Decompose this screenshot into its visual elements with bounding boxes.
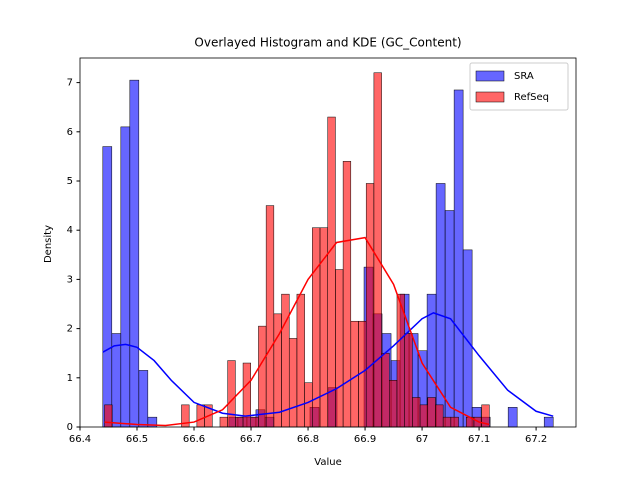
histogram-bar xyxy=(396,293,405,428)
histogram-bar xyxy=(507,407,518,428)
histogram-bar xyxy=(435,404,444,428)
histogram-bar xyxy=(365,183,375,428)
histogram-bar xyxy=(129,79,140,428)
histogram-bar xyxy=(250,416,259,428)
histogram-bar xyxy=(120,126,131,428)
histogram-bar xyxy=(296,293,305,428)
x-tick-label: 66.5 xyxy=(126,434,148,445)
histogram-bar xyxy=(102,146,113,428)
histogram-bar xyxy=(281,293,290,428)
y-tick-label: 3 xyxy=(67,274,73,285)
histogram-bar xyxy=(111,333,122,428)
histogram-bar xyxy=(389,380,398,428)
histogram-bar xyxy=(235,416,244,428)
histogram-bar xyxy=(319,227,328,428)
histogram-bar xyxy=(404,333,413,428)
histogram-bar xyxy=(335,269,344,428)
x-tick-label: 66.9 xyxy=(354,434,376,445)
y-axis-label: Density xyxy=(43,225,54,263)
histogram-bar xyxy=(342,161,352,428)
histogram-bar xyxy=(258,325,267,428)
histogram-bar xyxy=(265,205,275,428)
x-tick-label: 67 xyxy=(416,434,429,445)
histogram-bar xyxy=(350,320,359,428)
legend-swatch xyxy=(475,70,505,82)
histogram-bar xyxy=(427,397,436,428)
histogram-bar xyxy=(138,370,149,428)
x-tick-label: 67.1 xyxy=(468,434,490,445)
histogram-bar xyxy=(288,338,298,428)
y-tick-label: 4 xyxy=(67,225,73,236)
y-tick-label: 2 xyxy=(67,324,73,335)
histogram-bar xyxy=(419,404,429,428)
x-tick-label: 66.6 xyxy=(183,434,205,445)
y-tick-label: 5 xyxy=(67,176,73,187)
x-axis-label: Value xyxy=(314,457,341,468)
histogram-bar xyxy=(104,404,113,428)
x-tick-label: 67.2 xyxy=(525,434,547,445)
histogram-bar xyxy=(304,382,313,428)
y-tick-label: 7 xyxy=(67,78,73,89)
histogram-bar xyxy=(196,404,205,428)
plot-frame xyxy=(79,57,577,428)
histogram-bar xyxy=(442,416,452,428)
kde-line xyxy=(104,236,490,427)
histogram-bar xyxy=(453,89,464,428)
histogram-bar xyxy=(381,352,390,428)
legend-label: RefSeq xyxy=(514,92,549,103)
histogram-bar xyxy=(219,416,228,428)
x-tick-label: 66.8 xyxy=(297,434,319,445)
chart-title: Overlayed Histogram and KDE (GC_Content) xyxy=(194,36,461,50)
histogram-bar xyxy=(227,360,236,428)
histogram-bar xyxy=(450,416,459,428)
histogram-bar xyxy=(373,72,382,428)
histogram-bar xyxy=(242,362,251,428)
histogram-bar xyxy=(462,249,473,428)
legend-swatch xyxy=(475,91,505,103)
histogram-bar xyxy=(543,416,554,428)
histogram-bar xyxy=(327,116,336,428)
y-tick-label: 6 xyxy=(67,127,73,138)
y-tick-label: 1 xyxy=(67,373,73,384)
y-tick-label: 0 xyxy=(67,422,73,433)
x-tick-label: 66.4 xyxy=(69,434,91,445)
x-tick-label: 66.7 xyxy=(240,434,262,445)
histogram-bar xyxy=(412,397,421,428)
legend-label: SRA xyxy=(514,71,534,82)
kde-line xyxy=(102,312,554,417)
